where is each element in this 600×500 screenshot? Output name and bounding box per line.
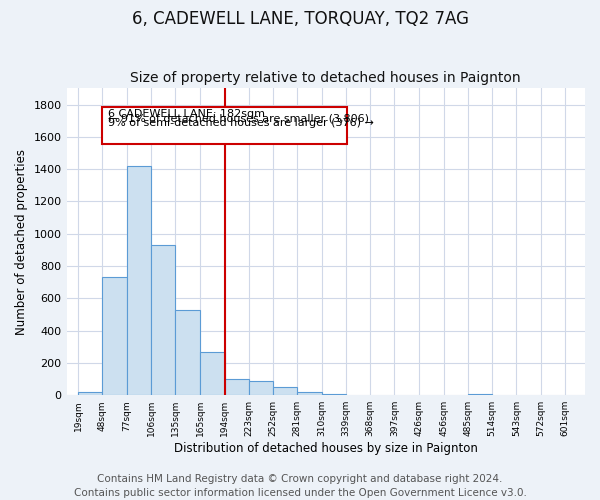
Text: 6, CADEWELL LANE, TORQUAY, TQ2 7AG: 6, CADEWELL LANE, TORQUAY, TQ2 7AG [131, 10, 469, 28]
Text: Contains HM Land Registry data © Crown copyright and database right 2024.
Contai: Contains HM Land Registry data © Crown c… [74, 474, 526, 498]
Bar [224, 379, 249, 395]
Y-axis label: Number of detached properties: Number of detached properties [15, 149, 28, 335]
Bar [103, 278, 127, 395]
X-axis label: Distribution of detached houses by size in Paignton: Distribution of detached houses by size … [174, 442, 478, 455]
Bar [200, 352, 224, 395]
Bar [468, 394, 492, 395]
FancyBboxPatch shape [103, 107, 347, 144]
Bar [273, 387, 298, 395]
Text: 9% of semi-detached houses are larger (376) →: 9% of semi-detached houses are larger (3… [107, 118, 373, 128]
Bar [151, 245, 175, 395]
Bar [322, 394, 346, 395]
Text: 6 CADEWELL LANE: 182sqm: 6 CADEWELL LANE: 182sqm [107, 109, 265, 119]
Text: ← 91% of detached houses are smaller (3,806): ← 91% of detached houses are smaller (3,… [107, 114, 368, 124]
Bar [78, 392, 103, 395]
Bar [127, 166, 151, 395]
Bar [175, 310, 200, 395]
Bar [249, 380, 273, 395]
Title: Size of property relative to detached houses in Paignton: Size of property relative to detached ho… [130, 70, 521, 85]
Bar [298, 392, 322, 395]
